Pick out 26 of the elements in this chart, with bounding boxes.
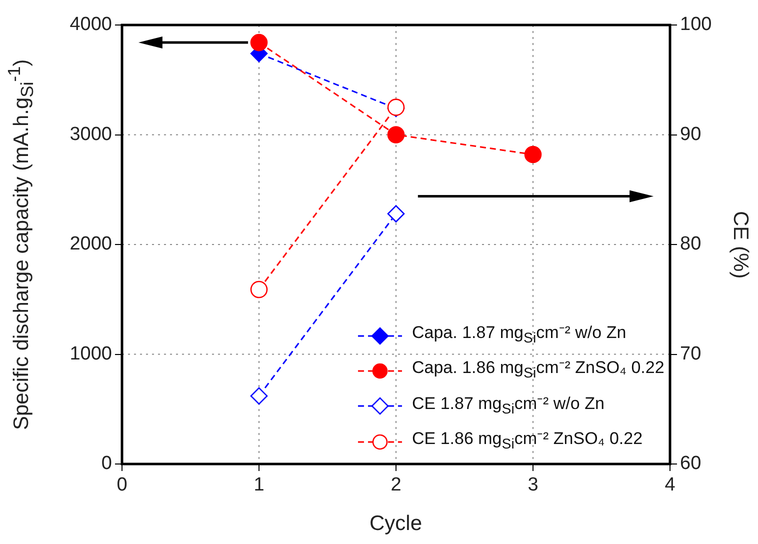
legend-label: Capa. 1.87 mg$_{Si}$cm⁻² w/o Zn bbox=[412, 322, 626, 348]
legend-label: CE 1.86 mg$_{Si}$cm⁻² ZnSO₄ 0.22 bbox=[412, 428, 643, 455]
legend-label: CE 1.87 mg$_{Si}$cm⁻² w/o Zn bbox=[412, 392, 604, 420]
point bbox=[524, 146, 542, 164]
y-tick-label: 2000 bbox=[70, 234, 112, 255]
y-tick-label: 4000 bbox=[70, 14, 112, 36]
y2-tick-label: 80 bbox=[680, 234, 702, 255]
y2-tick-label: 60 bbox=[680, 453, 702, 474]
y2-tick-label: 70 bbox=[680, 343, 702, 364]
y-tick-label: 3000 bbox=[70, 124, 112, 145]
y2-tick-label: 90 bbox=[680, 124, 702, 145]
point bbox=[387, 205, 405, 222]
x-tick-label: 1 bbox=[254, 474, 264, 496]
x-tick-label: 4 bbox=[664, 474, 676, 496]
y2-axis-title: CE (%) bbox=[728, 210, 752, 278]
point bbox=[387, 126, 405, 144]
x-tick-label: 2 bbox=[390, 474, 402, 496]
x-tick-label: 0 bbox=[116, 474, 128, 496]
point bbox=[250, 387, 268, 405]
legend-label: Capa. 1.86 mg$_{Si}$cm⁻² ZnSO₄ 0.22 bbox=[412, 357, 664, 384]
x-axis-title: Cycle bbox=[370, 512, 422, 536]
x-tick-label: 3 bbox=[528, 474, 538, 496]
y-tick-label: 0 bbox=[101, 453, 112, 474]
y-tick-label: 1000 bbox=[70, 343, 112, 364]
point bbox=[250, 34, 268, 52]
y2-tick-label: 100 bbox=[680, 14, 712, 36]
